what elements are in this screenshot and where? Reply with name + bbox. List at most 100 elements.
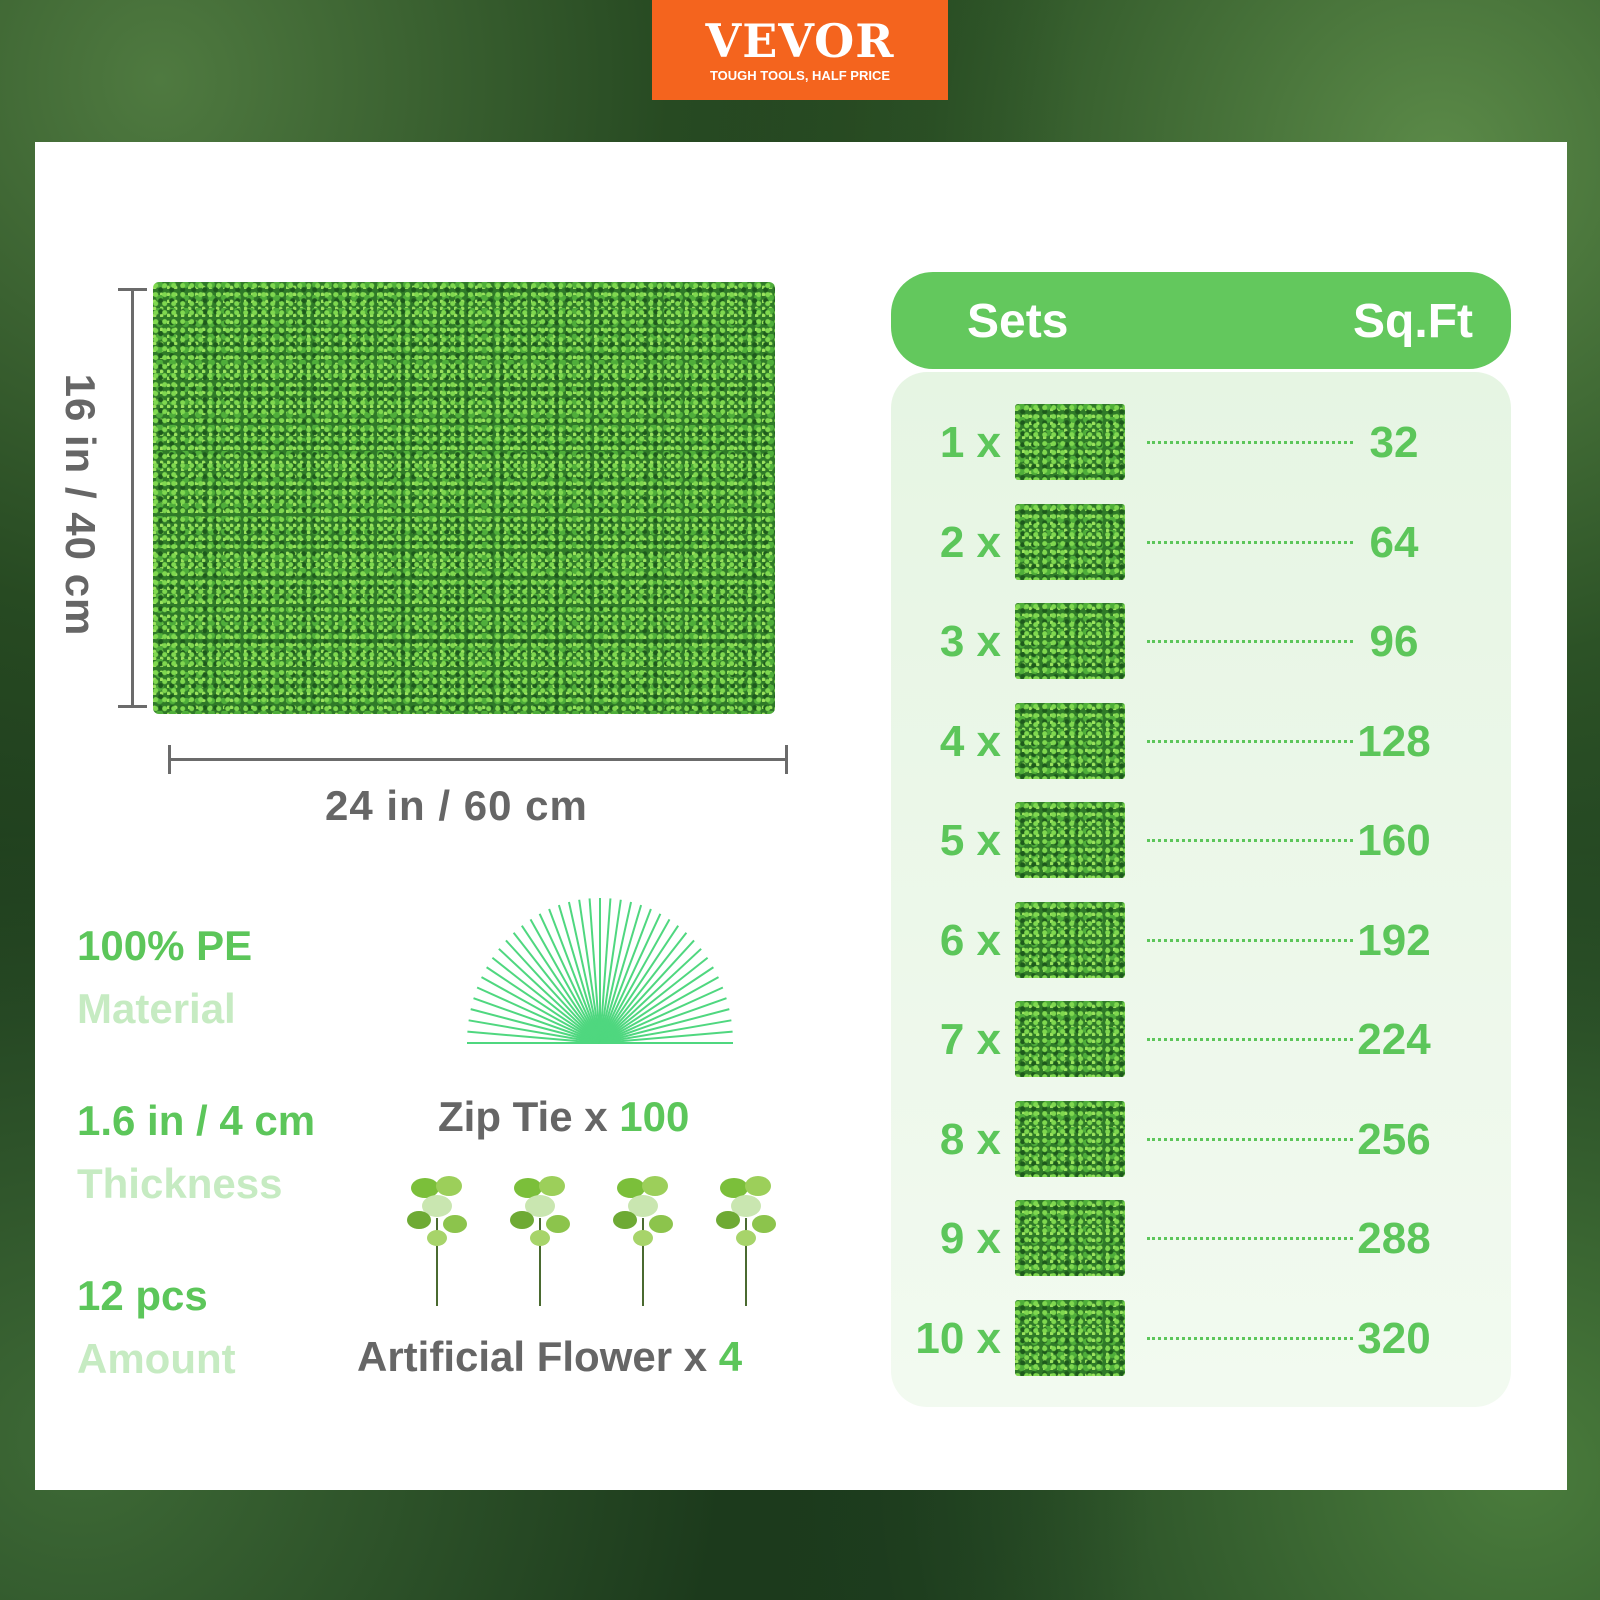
thickness-label: Thickness [77, 1160, 283, 1207]
sqft-value: 192 [1357, 915, 1431, 965]
zip-tie-strand [512, 932, 601, 1044]
grass-panel-image [153, 282, 775, 714]
zip-tie-strand [599, 932, 688, 1044]
sets-count: 8 x [939, 1114, 1001, 1164]
grass-thumbnail [1015, 1200, 1125, 1276]
sqft-value: 128 [1357, 716, 1431, 766]
zip-tie-strand [599, 997, 727, 1044]
zip-tie-strand [599, 918, 671, 1044]
zip-tie-strand [520, 925, 601, 1044]
sqft-value: 96 [1369, 617, 1419, 666]
zip-tie-strand [548, 908, 601, 1044]
zip-tie-strand [473, 997, 601, 1044]
zip-tie-text: Zip Tie x [438, 1093, 620, 1140]
sqft-value: 288 [1357, 1214, 1431, 1263]
zip-tie-strand [599, 948, 702, 1044]
artificial-flower-icon [508, 1168, 572, 1308]
sqft-value: 160 [1357, 816, 1431, 865]
flower-count: 4 [718, 1333, 743, 1380]
material-label: Material [77, 985, 236, 1032]
table-row: 6 x 192 [891, 900, 1511, 980]
zip-tie-strand [599, 1030, 733, 1044]
sets-count: 4 x [939, 716, 1001, 766]
zip-tie-strand [557, 904, 601, 1044]
grass-thumbnail [1015, 1299, 1125, 1376]
zip-tie-label: Zip Tie x 100 [438, 1093, 689, 1141]
dotted-leader [1147, 1336, 1353, 1340]
zip-tie-strand [498, 948, 601, 1044]
artificial-flower-icon [405, 1168, 469, 1308]
amount-label: Amount [77, 1335, 236, 1382]
sqft-value: 32 [1369, 418, 1419, 467]
table-row: 10 x 320 [891, 1298, 1511, 1378]
sets-count: 9 x [939, 1214, 1001, 1263]
zip-tie-strand [486, 966, 601, 1044]
sqft-value: 320 [1357, 1313, 1431, 1363]
zip-tie-strand [599, 901, 633, 1044]
grass-thumbnail [1015, 1001, 1125, 1077]
grass-thumbnail [1015, 503, 1125, 580]
zip-tie-strand [599, 913, 662, 1044]
flower-text: Artificial Flower x [357, 1333, 719, 1380]
amount-value: 12 pcs [77, 1272, 208, 1319]
vevor-logo: VEVOR TOUGH TOOLS, HALF PRICE [652, 0, 948, 100]
sets-count: 6 x [939, 915, 1001, 965]
zip-tie-strand [599, 976, 719, 1044]
zip-tie-strand [599, 908, 652, 1044]
table-row: 7 x 224 [891, 999, 1511, 1079]
zip-tie-icon [467, 898, 733, 1044]
zip-tie-strand [529, 918, 601, 1044]
table-row: 5 x 160 [891, 800, 1511, 880]
logo-tagline: TOUGH TOOLS, HALF PRICE [709, 68, 891, 83]
table-row: 4 x 128 [891, 701, 1511, 781]
grass-thumbnail [1015, 404, 1125, 480]
table-row: 2 x 64 [891, 502, 1511, 582]
sets-count: 3 x [939, 617, 1001, 666]
table-row: 8 x 256 [891, 1099, 1511, 1179]
height-label: 16 in / 40 cm [57, 373, 104, 637]
artificial-flower-icon [611, 1168, 675, 1308]
zip-tie-strand [491, 956, 601, 1044]
zip-tie-strand [599, 899, 622, 1044]
zip-tie-count: 100 [619, 1093, 690, 1140]
dotted-leader [1147, 1038, 1353, 1041]
zip-tie-strand [538, 913, 601, 1044]
zip-tie-strand [588, 898, 601, 1044]
dotted-leader [1147, 739, 1353, 743]
width-dimension-line [168, 745, 788, 774]
logo-brand: VEVOR [705, 14, 895, 68]
dotted-leader [1147, 938, 1353, 942]
header-sets: Sets [967, 295, 1069, 348]
header-sqft: Sq.Ft [1353, 295, 1473, 348]
zip-tie-strand [468, 1019, 601, 1044]
sets-count: 2 x [939, 517, 1001, 567]
zip-tie-strand [505, 939, 601, 1044]
width-label: 24 in / 60 cm [325, 782, 588, 829]
zip-tie-strand [599, 986, 724, 1044]
table-row: 3 x 96 [891, 601, 1511, 681]
grass-thumbnail [1015, 802, 1125, 878]
zip-tie-strand [578, 899, 601, 1044]
sqft-value: 64 [1369, 517, 1419, 567]
dotted-leader [1147, 640, 1353, 643]
sqft-value: 224 [1357, 1015, 1431, 1064]
height-dimension-line [118, 288, 147, 708]
dotted-leader [1147, 1237, 1353, 1240]
zip-tie-strand [599, 956, 709, 1044]
table-body: 1 x 32 2 x 64 3 x 96 4 x 128 5 x 160 6 x 192 7… [891, 372, 1511, 1407]
sets-count: 10 x [915, 1313, 1001, 1363]
grass-thumbnail [1015, 603, 1125, 679]
flower-label: Artificial Flower x 4 [357, 1333, 742, 1381]
grass-thumbnail [1015, 702, 1125, 779]
zip-tie-strand [481, 976, 601, 1044]
zip-tie-strand [599, 925, 680, 1044]
thickness-value: 1.6 in / 4 cm [77, 1097, 316, 1144]
grass-thumbnail [1015, 901, 1125, 978]
zip-tie-strand [599, 1019, 732, 1044]
zip-tie-strand [567, 901, 601, 1044]
zip-tie-strand [599, 904, 643, 1044]
dotted-leader [1147, 540, 1353, 544]
sets-count: 5 x [939, 816, 1001, 865]
zip-tie-strand [470, 1008, 601, 1044]
table-row: 1 x 32 [891, 402, 1511, 482]
